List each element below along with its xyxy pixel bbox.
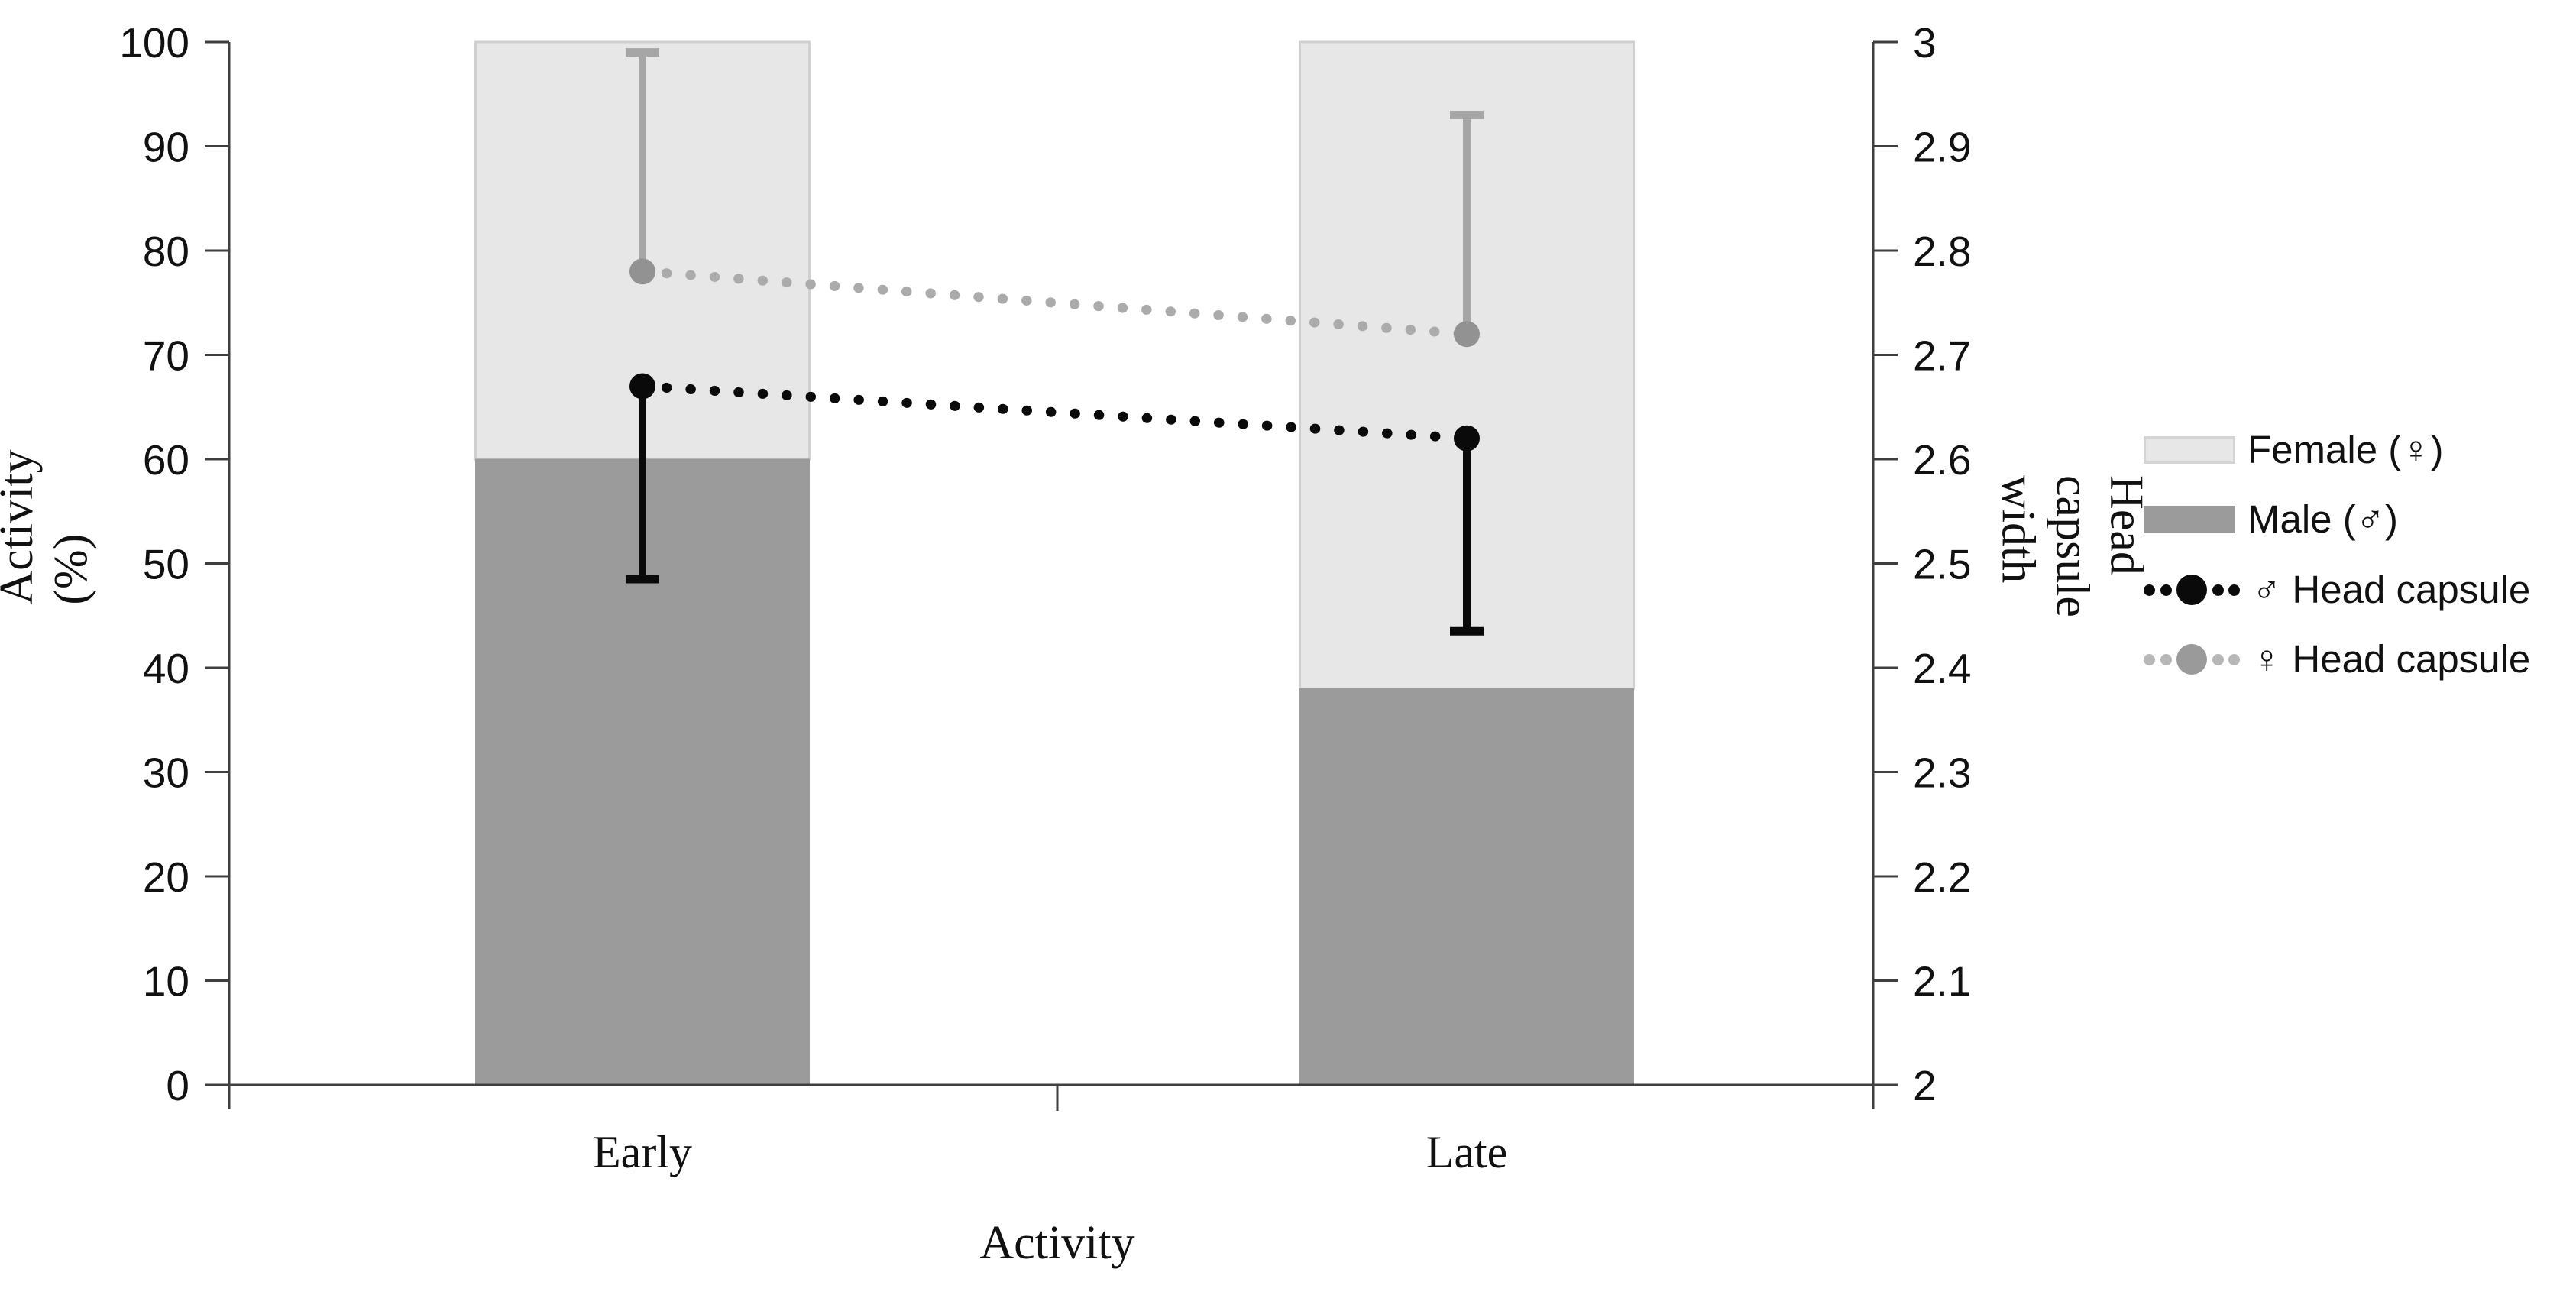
right-tick-label: 2.8 — [1913, 228, 1971, 275]
left-tick-label: 60 — [143, 436, 189, 484]
dot-icon — [2228, 584, 2240, 596]
left-tick-label: 100 — [119, 19, 189, 66]
legend-item-male-head-capsule: ♂ Head capsule — [2144, 565, 2530, 614]
legend-label-male-head-capsule: ♂ Head capsule — [2252, 568, 2531, 611]
black-dotted-line-sample — [2144, 575, 2240, 605]
left-axis-title: Activity (%) — [0, 449, 97, 605]
right-tick-label: 2.5 — [1913, 540, 1971, 588]
dot-icon — [2212, 584, 2224, 596]
dot-icon — [2144, 653, 2155, 665]
data-point-marker — [629, 373, 655, 400]
marker-dot-icon — [2176, 644, 2207, 675]
axes-group — [205, 40, 1898, 1111]
left-tick-label: 0 — [166, 1062, 189, 1109]
right-tick-label: 2.2 — [1913, 853, 1971, 901]
category-label-early: Early — [593, 1127, 692, 1177]
dot-icon — [2160, 584, 2172, 596]
left-tick-label: 20 — [143, 853, 189, 901]
legend-label-female-head-capsule: ♀ Head capsule — [2252, 637, 2531, 681]
marker-dot-icon — [2176, 575, 2207, 605]
left-tick-label: 80 — [143, 228, 189, 275]
data-point-marker — [629, 258, 655, 285]
right-tick-label: 2.1 — [1913, 957, 1971, 1005]
legend-label-male: Male (♂) — [2248, 497, 2398, 541]
dotted-line — [637, 266, 1472, 339]
dot-icon — [2144, 584, 2155, 596]
right-tick-label: 2.3 — [1913, 749, 1971, 796]
data-point-marker — [1454, 321, 1480, 348]
dot-icon — [2212, 653, 2224, 665]
right-tick-label: 2.6 — [1913, 436, 1971, 484]
category-label-late: Late — [1426, 1127, 1508, 1177]
line-series-male-head-capsule — [626, 373, 1484, 636]
line-series-female-head-capsule — [626, 48, 1484, 348]
tick-labels-group: 0 10 20 30 40 50 60 70 80 90 100 2 2.1 2.2 2.3 2.4 2.5 2.… — [119, 19, 1971, 1109]
legend-item-male: Male (♂) — [2144, 495, 2398, 544]
right-tick-label: 2 — [1913, 1062, 1937, 1109]
legend-item-female: Female (♀) — [2144, 426, 2443, 474]
right-tick-label: 2.9 — [1913, 123, 1971, 170]
data-point-marker — [1454, 425, 1480, 452]
right-tick-label: 3 — [1913, 19, 1937, 66]
right-tick-label: 2.7 — [1913, 332, 1971, 379]
left-tick-label: 10 — [143, 957, 189, 1005]
legend-label-female: Female (♀) — [2248, 428, 2444, 471]
left-tick-label: 50 — [143, 540, 189, 588]
gray-dotted-line-sample — [2144, 644, 2240, 675]
left-tick-label: 40 — [143, 645, 189, 692]
male-bar-segment-late — [1299, 688, 1634, 1086]
left-tick-label: 90 — [143, 123, 189, 170]
right-tick-label: 2.4 — [1913, 645, 1971, 692]
right-axis-title: Head capsule width — [1992, 475, 2153, 617]
dot-icon — [2228, 653, 2240, 665]
left-tick-label: 30 — [143, 749, 189, 796]
left-tick-label: 70 — [143, 332, 189, 379]
legend-item-female-head-capsule: ♀ Head capsule — [2144, 635, 2530, 684]
dotted-line — [637, 380, 1472, 444]
x-axis-title: Activity — [979, 1217, 1135, 1269]
male-bar-swatch — [2144, 506, 2235, 533]
bars-group — [474, 40, 1635, 1086]
dot-icon — [2160, 653, 2172, 665]
female-bar-swatch — [2144, 436, 2235, 464]
